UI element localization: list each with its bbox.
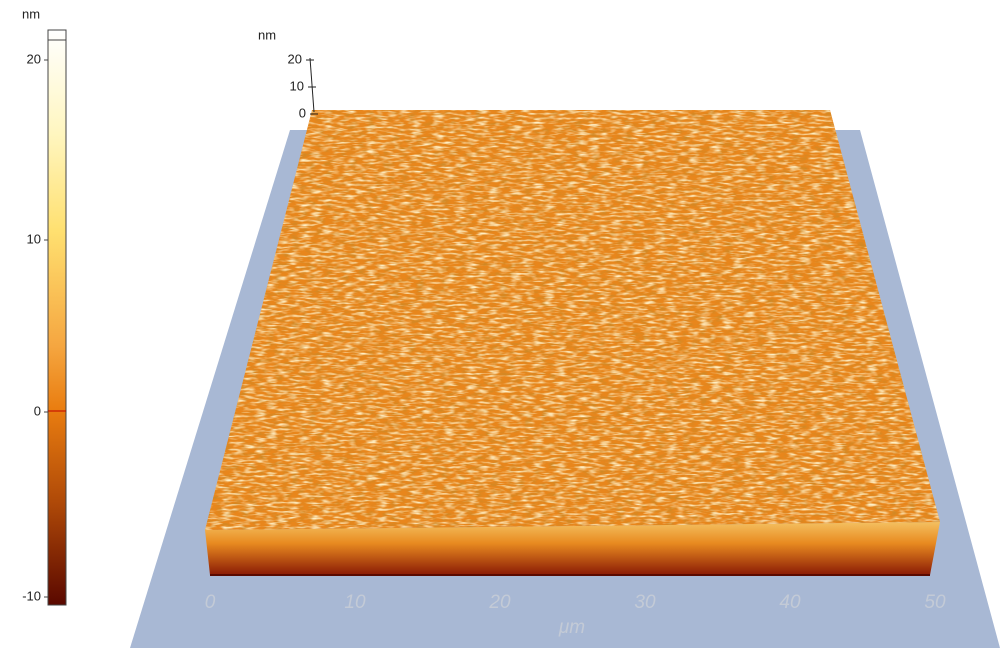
x-tick-label: 20	[488, 592, 511, 613]
x-unit: μm	[558, 617, 585, 638]
z-unit: nm	[258, 27, 276, 42]
afm-figure: nm 20 10 0 -10 nm 20 10 0 0 10 20 30 40 50 μm	[0, 0, 1002, 653]
z-tick-label: 20	[288, 51, 302, 66]
z-tick-label: 10	[290, 78, 304, 93]
z-tick-label: 0	[299, 105, 306, 120]
colorbar	[48, 30, 66, 605]
surface-texture	[200, 95, 945, 535]
z-axis	[310, 58, 314, 112]
x-tick-label: 0	[205, 592, 216, 613]
x-tick-label: 50	[924, 592, 946, 613]
colorbar-tick-label: -10	[22, 588, 41, 603]
colorbar-tick-label: 20	[27, 51, 41, 66]
x-tick-label: 40	[779, 592, 801, 613]
x-tick-label: 30	[634, 592, 656, 613]
colorbar-tick-label: 10	[27, 231, 41, 246]
page: nm 20100-10 nm 20100 01020304050 μm (() …	[0, 0, 1002, 653]
x-tick-label: 10	[344, 592, 366, 613]
surface-front	[205, 522, 940, 575]
colorbar-unit: nm	[22, 6, 40, 21]
colorbar-ticks: 20 10 0 -10	[22, 51, 48, 603]
texture-light	[200, 95, 945, 535]
colorbar-tick-label: 0	[34, 403, 41, 418]
